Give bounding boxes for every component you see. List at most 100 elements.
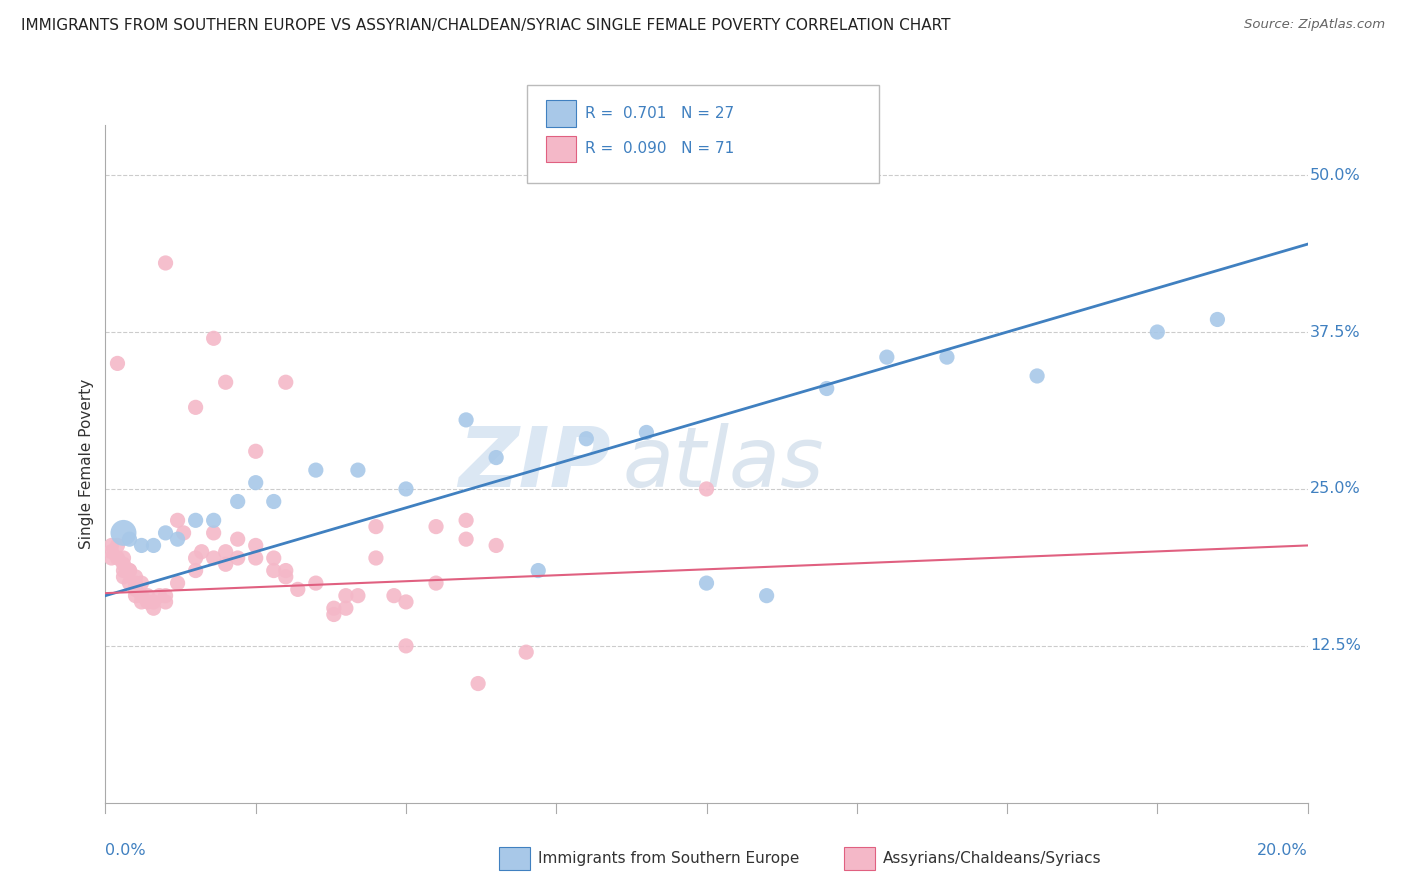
Point [226, 551, 249, 566]
Point [936, 350, 959, 364]
Point [131, 595, 153, 609]
Point [274, 564, 297, 578]
Point [226, 532, 249, 546]
Text: Immigrants from Southern Europe: Immigrants from Southern Europe [538, 852, 800, 866]
Point [425, 519, 447, 533]
Point [815, 382, 838, 396]
Point [335, 589, 357, 603]
Point [322, 601, 344, 615]
Point [107, 551, 129, 566]
Point [287, 582, 309, 597]
Text: Assyrians/Chaldeans/Syriacs: Assyrians/Chaldeans/Syriacs [883, 852, 1101, 866]
Point [136, 595, 159, 609]
Point [166, 513, 188, 527]
Point [274, 570, 297, 584]
Point [382, 589, 405, 603]
Point [166, 576, 188, 591]
Point [100, 538, 122, 552]
Text: 12.5%: 12.5% [1310, 639, 1361, 653]
Point [347, 589, 370, 603]
Text: 25.0%: 25.0% [1310, 482, 1361, 497]
Point [190, 545, 212, 559]
Point [112, 570, 135, 584]
Point [184, 564, 207, 578]
Point [112, 564, 135, 578]
Point [245, 551, 267, 566]
Point [395, 595, 418, 609]
Point [226, 494, 249, 508]
Point [347, 463, 370, 477]
Point [202, 513, 225, 527]
Point [1206, 312, 1229, 326]
Point [202, 551, 225, 566]
Point [112, 525, 135, 540]
Point [155, 595, 177, 609]
Point [1026, 368, 1049, 383]
Point [395, 639, 418, 653]
Text: 20.0%: 20.0% [1257, 844, 1308, 858]
Point [118, 564, 141, 578]
Point [305, 463, 328, 477]
Point [112, 551, 135, 566]
Point [696, 482, 718, 496]
Point [118, 576, 141, 591]
Point [263, 551, 285, 566]
Text: 0.0%: 0.0% [105, 844, 146, 858]
Point [202, 331, 225, 345]
Point [454, 532, 477, 546]
Point [118, 564, 141, 578]
Point [142, 601, 165, 615]
Point [425, 576, 447, 591]
Point [173, 525, 195, 540]
Point [364, 551, 387, 566]
Point [454, 513, 477, 527]
Point [395, 482, 418, 496]
Point [184, 401, 207, 415]
Text: ZIP: ZIP [458, 424, 610, 504]
Point [485, 450, 508, 465]
Point [245, 538, 267, 552]
Point [876, 350, 898, 364]
Text: R =  0.090   N = 71: R = 0.090 N = 71 [585, 142, 734, 156]
Text: 50.0%: 50.0% [1310, 168, 1361, 183]
Text: atlas: atlas [623, 424, 824, 504]
Point [527, 564, 550, 578]
Point [636, 425, 658, 440]
Text: IMMIGRANTS FROM SOUTHERN EUROPE VS ASSYRIAN/CHALDEAN/SYRIAC SINGLE FEMALE POVERT: IMMIGRANTS FROM SOUTHERN EUROPE VS ASSYR… [21, 18, 950, 33]
Point [184, 551, 207, 566]
Point [454, 413, 477, 427]
Text: Source: ZipAtlas.com: Source: ZipAtlas.com [1244, 18, 1385, 31]
Point [515, 645, 537, 659]
Point [155, 589, 177, 603]
Point [131, 538, 153, 552]
Point [485, 538, 508, 552]
Point [124, 570, 146, 584]
Point [107, 356, 129, 370]
Point [305, 576, 328, 591]
Point [202, 525, 225, 540]
Point [364, 519, 387, 533]
Point [214, 558, 236, 572]
Point [575, 432, 598, 446]
Point [142, 595, 165, 609]
Point [263, 494, 285, 508]
Point [118, 532, 141, 546]
Point [696, 576, 718, 591]
Point [142, 538, 165, 552]
Point [107, 538, 129, 552]
Point [155, 525, 177, 540]
Point [124, 582, 146, 597]
Point [263, 564, 285, 578]
Point [184, 513, 207, 527]
Point [274, 376, 297, 390]
Point [131, 576, 153, 591]
Point [166, 532, 188, 546]
Point [467, 676, 489, 690]
Point [100, 545, 122, 559]
Point [100, 551, 122, 566]
Point [155, 256, 177, 270]
Point [124, 589, 146, 603]
Point [214, 545, 236, 559]
Point [245, 475, 267, 490]
Text: 37.5%: 37.5% [1310, 325, 1361, 340]
